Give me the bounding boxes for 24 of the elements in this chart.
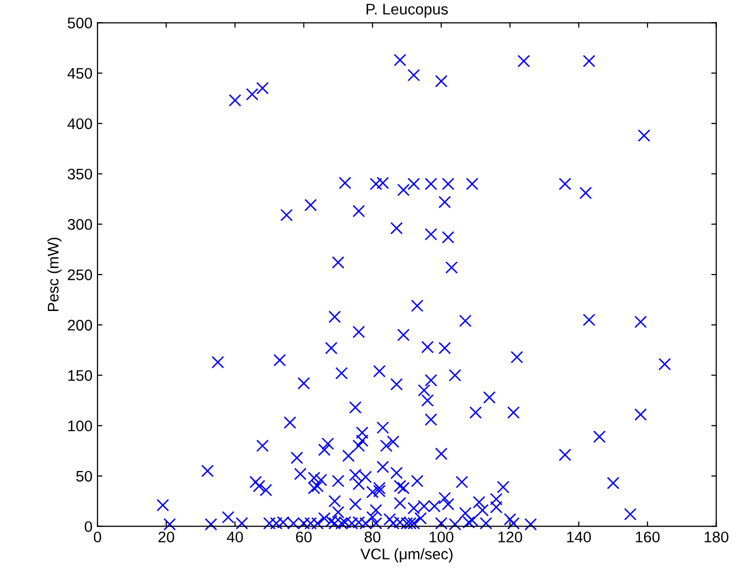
x-tick-label: 180 <box>704 532 728 542</box>
y-tick-label: 200 <box>68 320 92 331</box>
y-tick-label: 300 <box>68 219 92 230</box>
x-tick-label: 140 <box>567 532 591 542</box>
x-tick-label: 60 <box>296 532 312 542</box>
x-tick-label: 160 <box>636 532 660 542</box>
y-axis-title: Pesc (mW) <box>47 238 62 312</box>
y-tick-label: 400 <box>68 118 92 130</box>
x-tick-label: 40 <box>226 532 243 542</box>
y-tick-label: 100 <box>68 420 92 432</box>
y-tick-label: 500 <box>68 18 92 28</box>
x-tick-label: 80 <box>364 532 380 542</box>
y-tick-label: 250 <box>68 269 92 280</box>
y-tick-label: 350 <box>68 168 92 180</box>
x-tick-label: 20 <box>158 532 174 542</box>
x-tick-label: 0 <box>94 532 102 542</box>
y-tick-label: 150 <box>68 370 92 381</box>
x-tick-label: 100 <box>430 532 454 542</box>
y-tick-label: 50 <box>76 470 92 482</box>
chart-title: P. Leucopus <box>366 4 448 18</box>
y-tick-label: 450 <box>68 68 92 79</box>
x-axis-title: VCL (μm/sec) <box>360 548 452 562</box>
y-tick-label: 0 <box>84 521 92 532</box>
x-tick-label: 120 <box>498 532 522 542</box>
